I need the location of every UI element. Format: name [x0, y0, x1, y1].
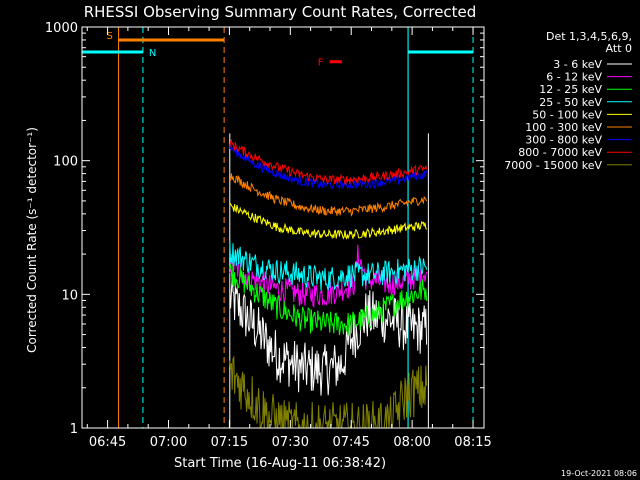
- x-tick-label: 07:45: [332, 435, 369, 450]
- night-flag-label: N: [149, 48, 156, 59]
- series-line: [229, 138, 428, 185]
- legend-detectors: Det 1,3,4,5,6,9,: [546, 30, 632, 43]
- x-axis: 06:45 07:00 07:15 07:30 07:45 08:00 08:15: [86, 27, 492, 450]
- plot-area: S N F: [81, 26, 485, 430]
- y-tick-label: 10: [61, 288, 78, 303]
- chart-title: RHESSI Observing Summary Count Rates, Co…: [84, 3, 477, 21]
- series-line: [229, 240, 428, 291]
- x-axis-label: Start Time (16-Aug-11 06:38:42): [174, 456, 386, 471]
- legend-entry-label: 7000 - 15000 keV: [504, 159, 602, 172]
- legend-entry-label: 6 - 12 keV: [546, 71, 602, 84]
- y-tick-label: 1000: [45, 21, 78, 36]
- x-tick-label: 07:15: [211, 435, 248, 450]
- flare-flag-label: F: [318, 58, 324, 69]
- legend-entry-label: 25 - 50 keV: [539, 96, 602, 109]
- legend-attenuator: Att 0: [606, 42, 632, 55]
- x-tick-label: 08:00: [393, 435, 430, 450]
- y-axis: 1 10 100 1000: [45, 21, 484, 437]
- x-tick-label: 06:45: [89, 435, 126, 450]
- footer-timestamp: 19-Oct-2021 08:06: [561, 469, 637, 478]
- plot-frame: [81, 26, 485, 429]
- legend-entry-label: 100 - 300 keV: [525, 121, 602, 134]
- legend-entry-label: 50 - 100 keV: [532, 108, 602, 121]
- legend-entry-label: 12 - 25 keV: [539, 83, 602, 96]
- series-line: [229, 263, 428, 336]
- series-line: [229, 355, 428, 430]
- series-line: [229, 203, 428, 240]
- legend-entry-label: 3 - 6 keV: [553, 58, 602, 71]
- x-tick-label: 07:30: [272, 435, 309, 450]
- y-tick-label: 1: [70, 422, 78, 437]
- series-line: [229, 144, 428, 191]
- legend-entry-label: 300 - 800 keV: [525, 134, 602, 147]
- x-tick-label: 07:00: [150, 435, 187, 450]
- series-line: [229, 173, 428, 217]
- legend-entry-label: 800 - 7000 keV: [518, 146, 602, 159]
- series-line: [229, 274, 428, 396]
- y-axis-label: Corrected Count Rate (s⁻¹ detector⁻¹): [25, 127, 39, 353]
- saa-flag-label: S: [107, 31, 113, 42]
- y-tick-label: 100: [53, 155, 78, 170]
- x-tick-label: 08:15: [454, 435, 491, 450]
